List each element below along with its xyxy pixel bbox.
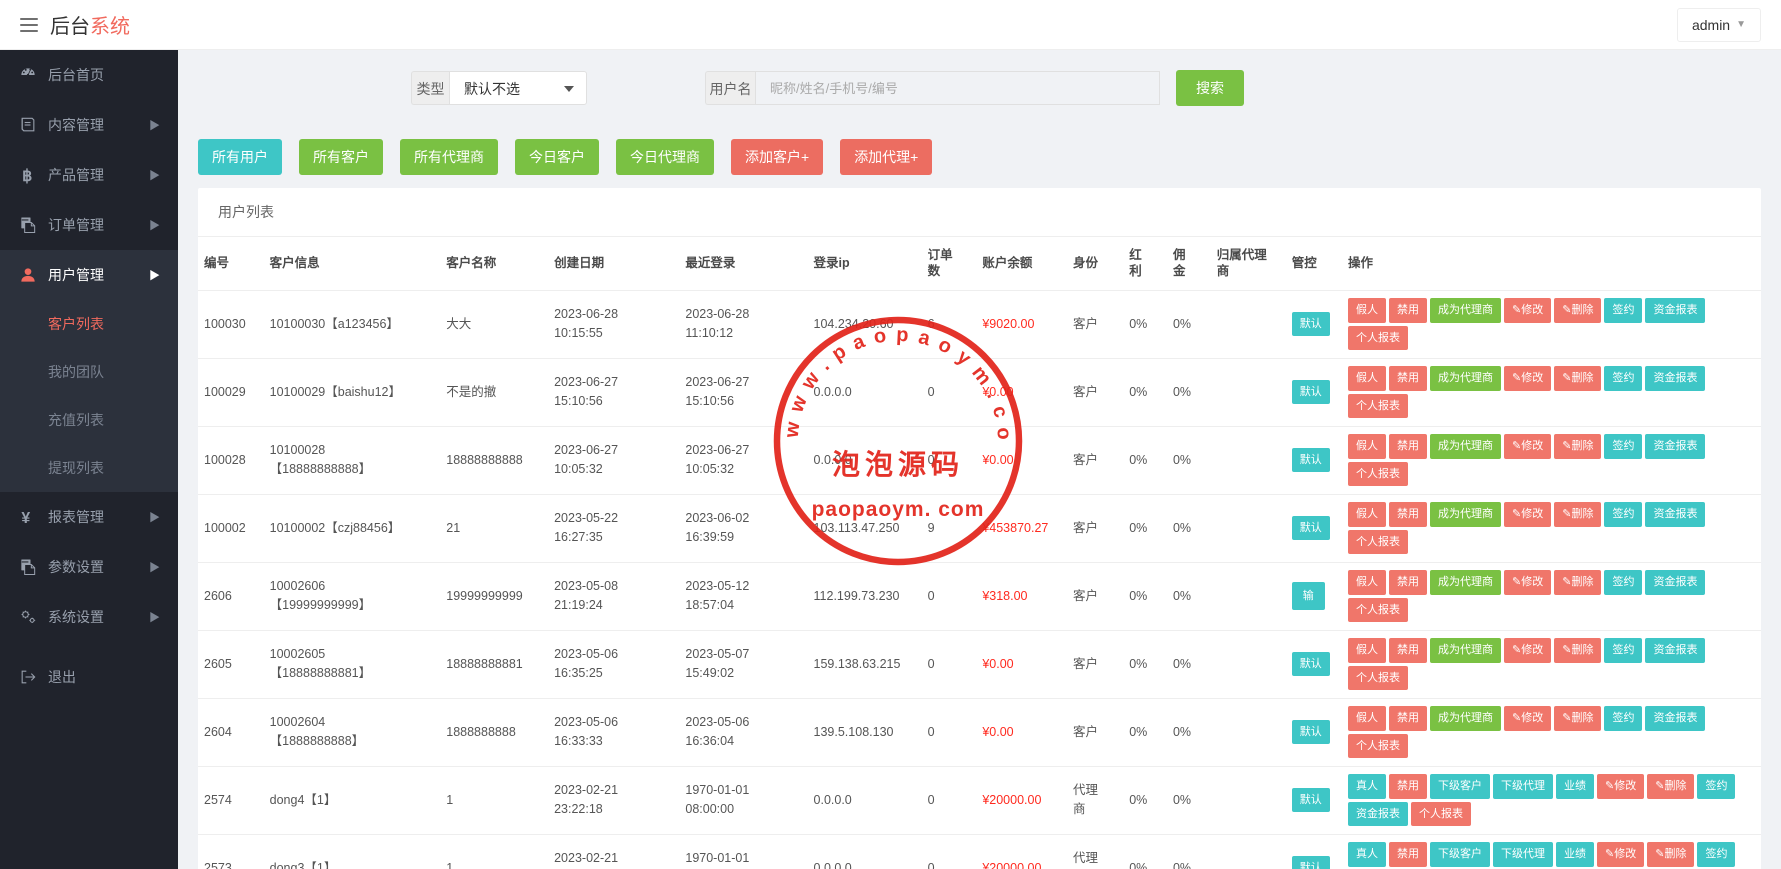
svg-text:฿: ฿ xyxy=(22,168,32,185)
svg-text:¥: ¥ xyxy=(21,510,30,527)
